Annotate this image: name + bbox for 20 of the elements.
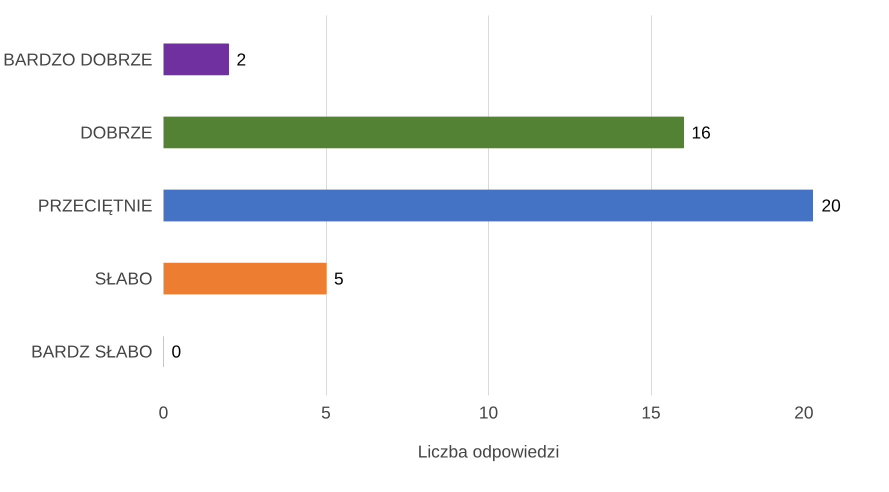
y-tick-label: DOBRZE [80,122,153,142]
x-tick-label: 5 [321,402,331,422]
x-tick-label: 0 [158,402,168,422]
x-tick-label: 10 [478,402,498,422]
bar [164,262,326,294]
x-tick-label: 20 [794,402,814,422]
y-tick-label: SŁABO [94,268,153,289]
bar [164,190,813,222]
y-tick-label: PRZECIĘTNIE [38,196,153,216]
data-label: 0 [172,342,182,362]
x-tick-label: 15 [641,402,661,422]
data-label: 16 [692,122,711,142]
y-tick-label: BARDZ SŁABO [31,342,153,362]
data-label: 5 [334,268,344,289]
bar [164,44,229,76]
x-axis-title: Liczba odpowiedzi [418,442,560,462]
bar [164,116,684,148]
data-label: 20 [822,196,841,216]
y-tick-label: BARDZO DOBRZE [3,49,153,70]
data-label: 2 [236,49,246,70]
